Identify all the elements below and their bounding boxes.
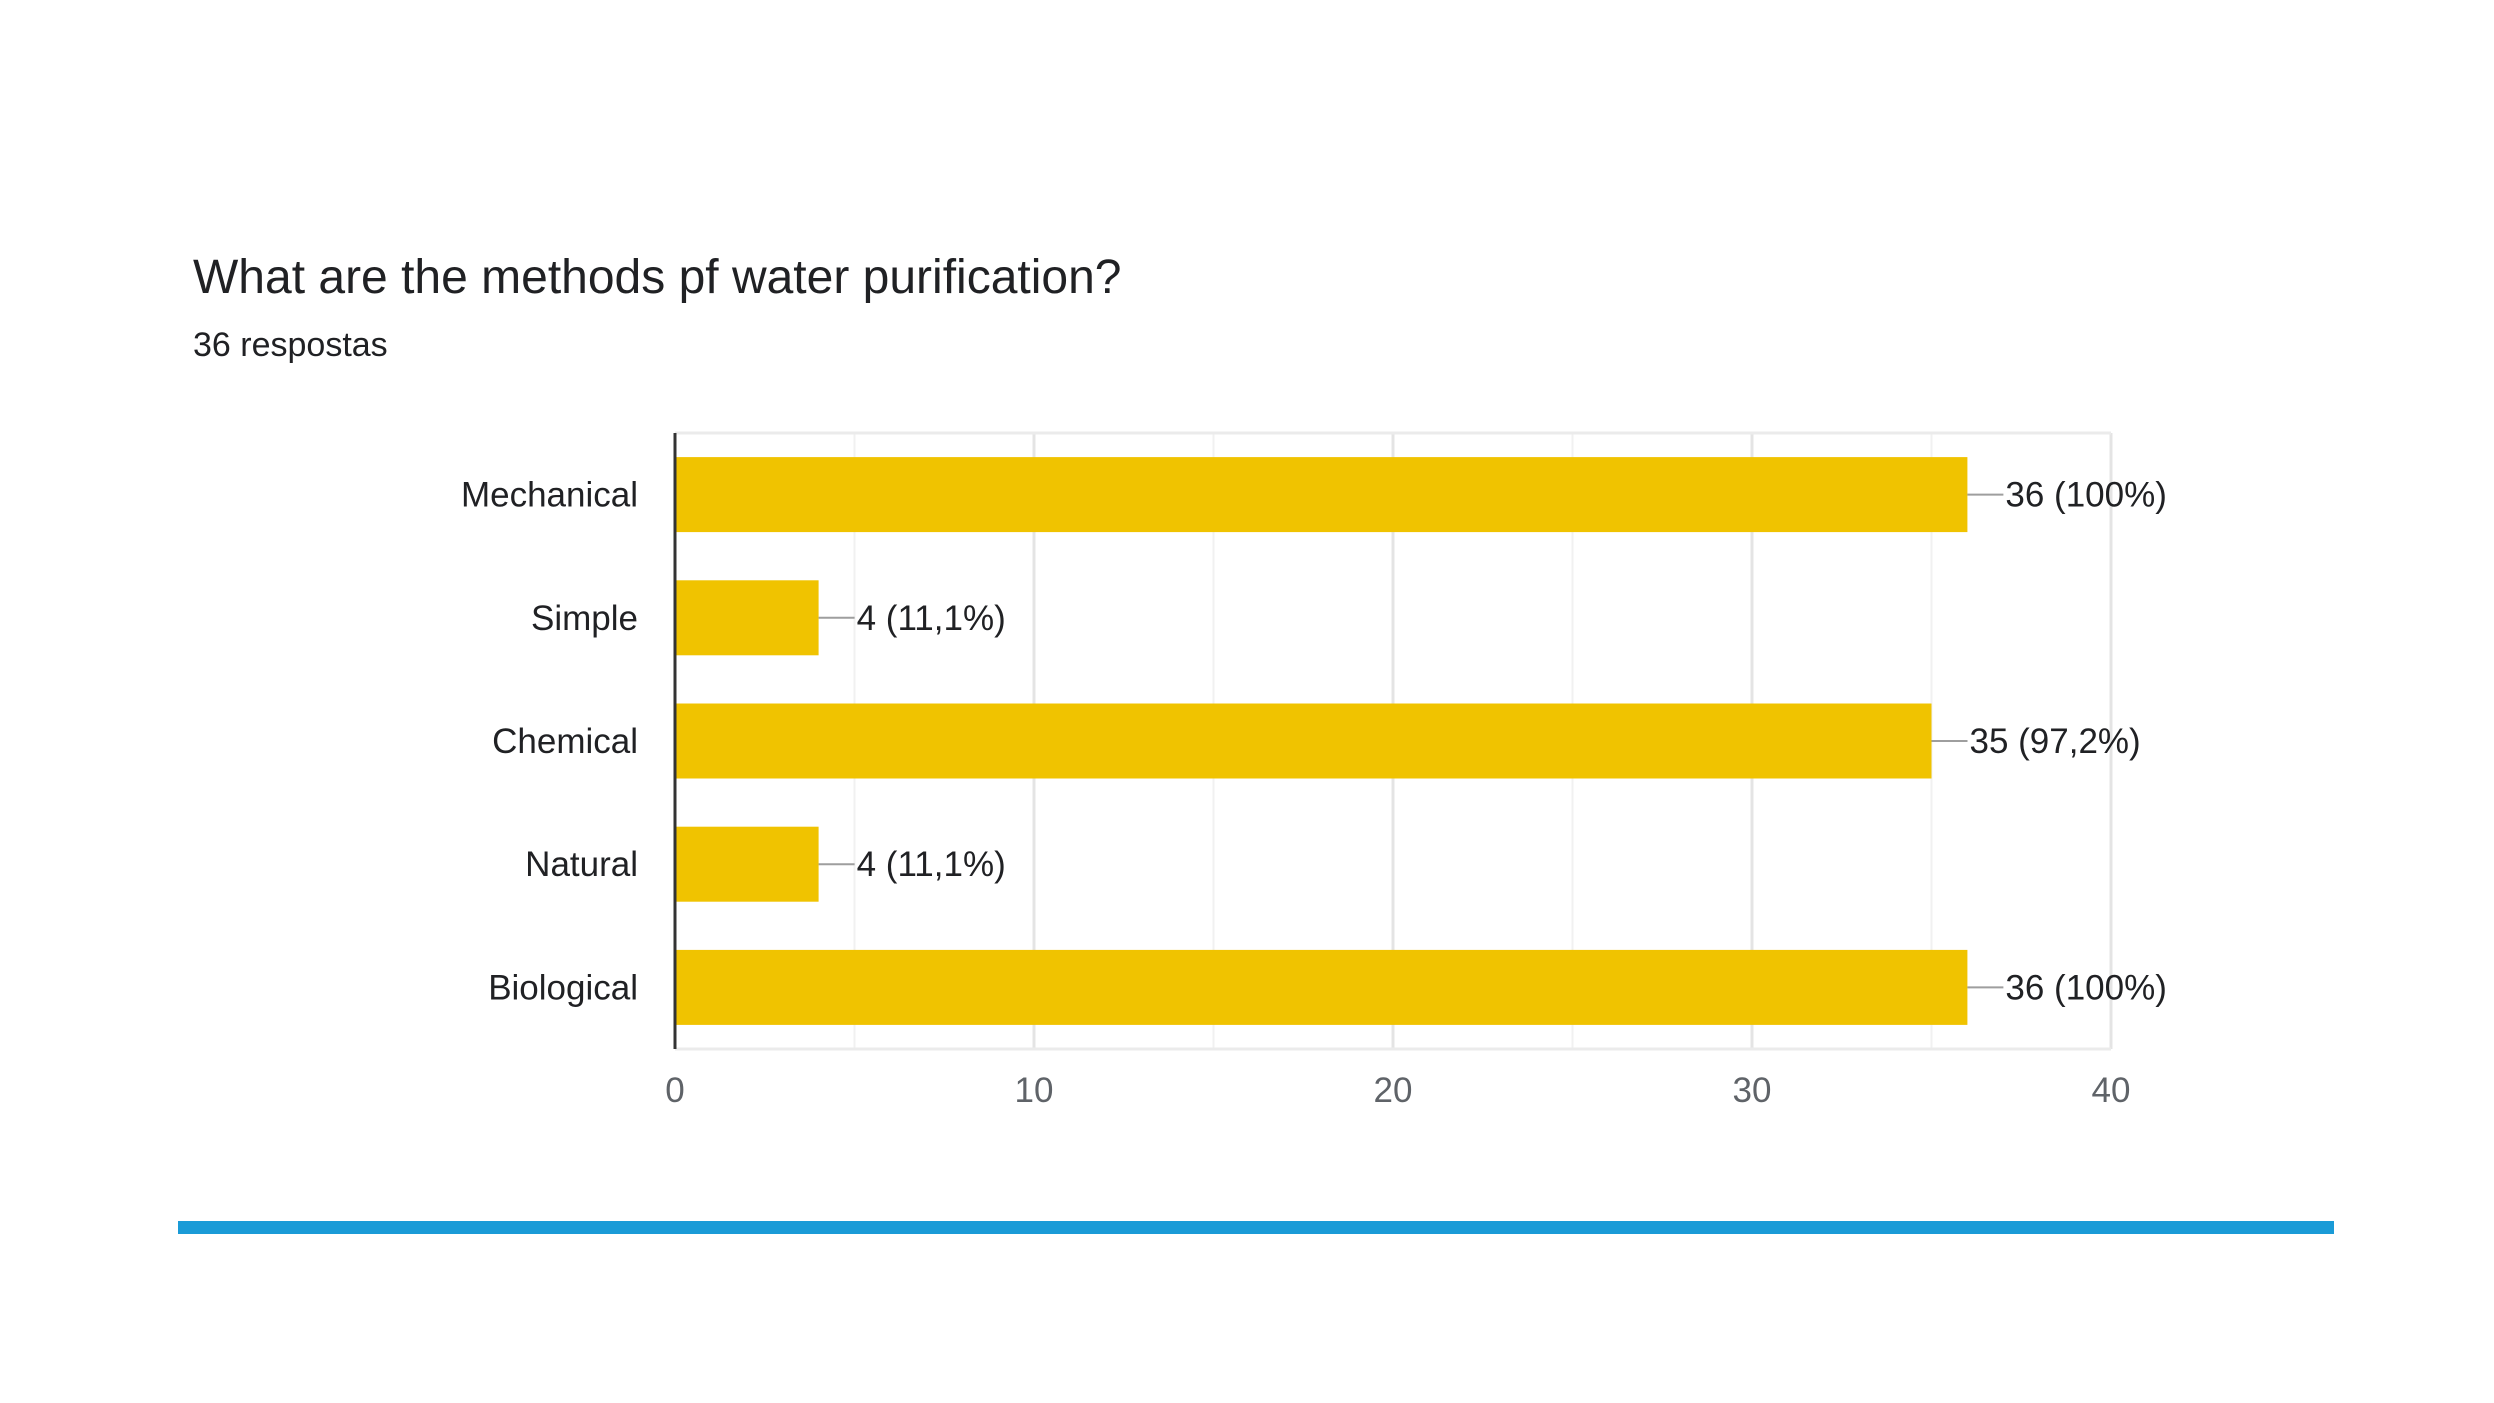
x-tick-label: 10 [1015, 1071, 1054, 1110]
category-label-natural: Natural [525, 845, 638, 884]
data-label-biological: 36 (100%) [2005, 968, 2166, 1007]
category-label-biological: Biological [488, 968, 638, 1007]
data-label-mechanical: 36 (100%) [2005, 476, 2166, 515]
bar-chemical [675, 703, 1932, 779]
category-label-chemical: Chemical [492, 722, 638, 761]
bar-natural [675, 826, 819, 902]
category-label-simple: Simple [531, 599, 638, 638]
data-label-natural: 4 (11,1%) [857, 845, 1006, 884]
bar-mechanical [675, 457, 1968, 533]
data-label-chemical: 35 (97,2%) [1970, 722, 2141, 761]
bar-simple [675, 580, 819, 656]
x-tick-label: 40 [2092, 1071, 2131, 1110]
bar-biological [675, 949, 1968, 1025]
question-title: What are the methods pf water purificati… [193, 251, 1122, 304]
x-tick-label: 20 [1374, 1071, 1413, 1110]
accent-divider [178, 1221, 2334, 1234]
category-label-mechanical: Mechanical [461, 476, 638, 515]
data-label-simple: 4 (11,1%) [857, 599, 1006, 638]
x-tick-label: 30 [1733, 1071, 1772, 1110]
x-tick-label: 0 [665, 1071, 684, 1110]
response-count: 36 respostas [193, 326, 388, 364]
